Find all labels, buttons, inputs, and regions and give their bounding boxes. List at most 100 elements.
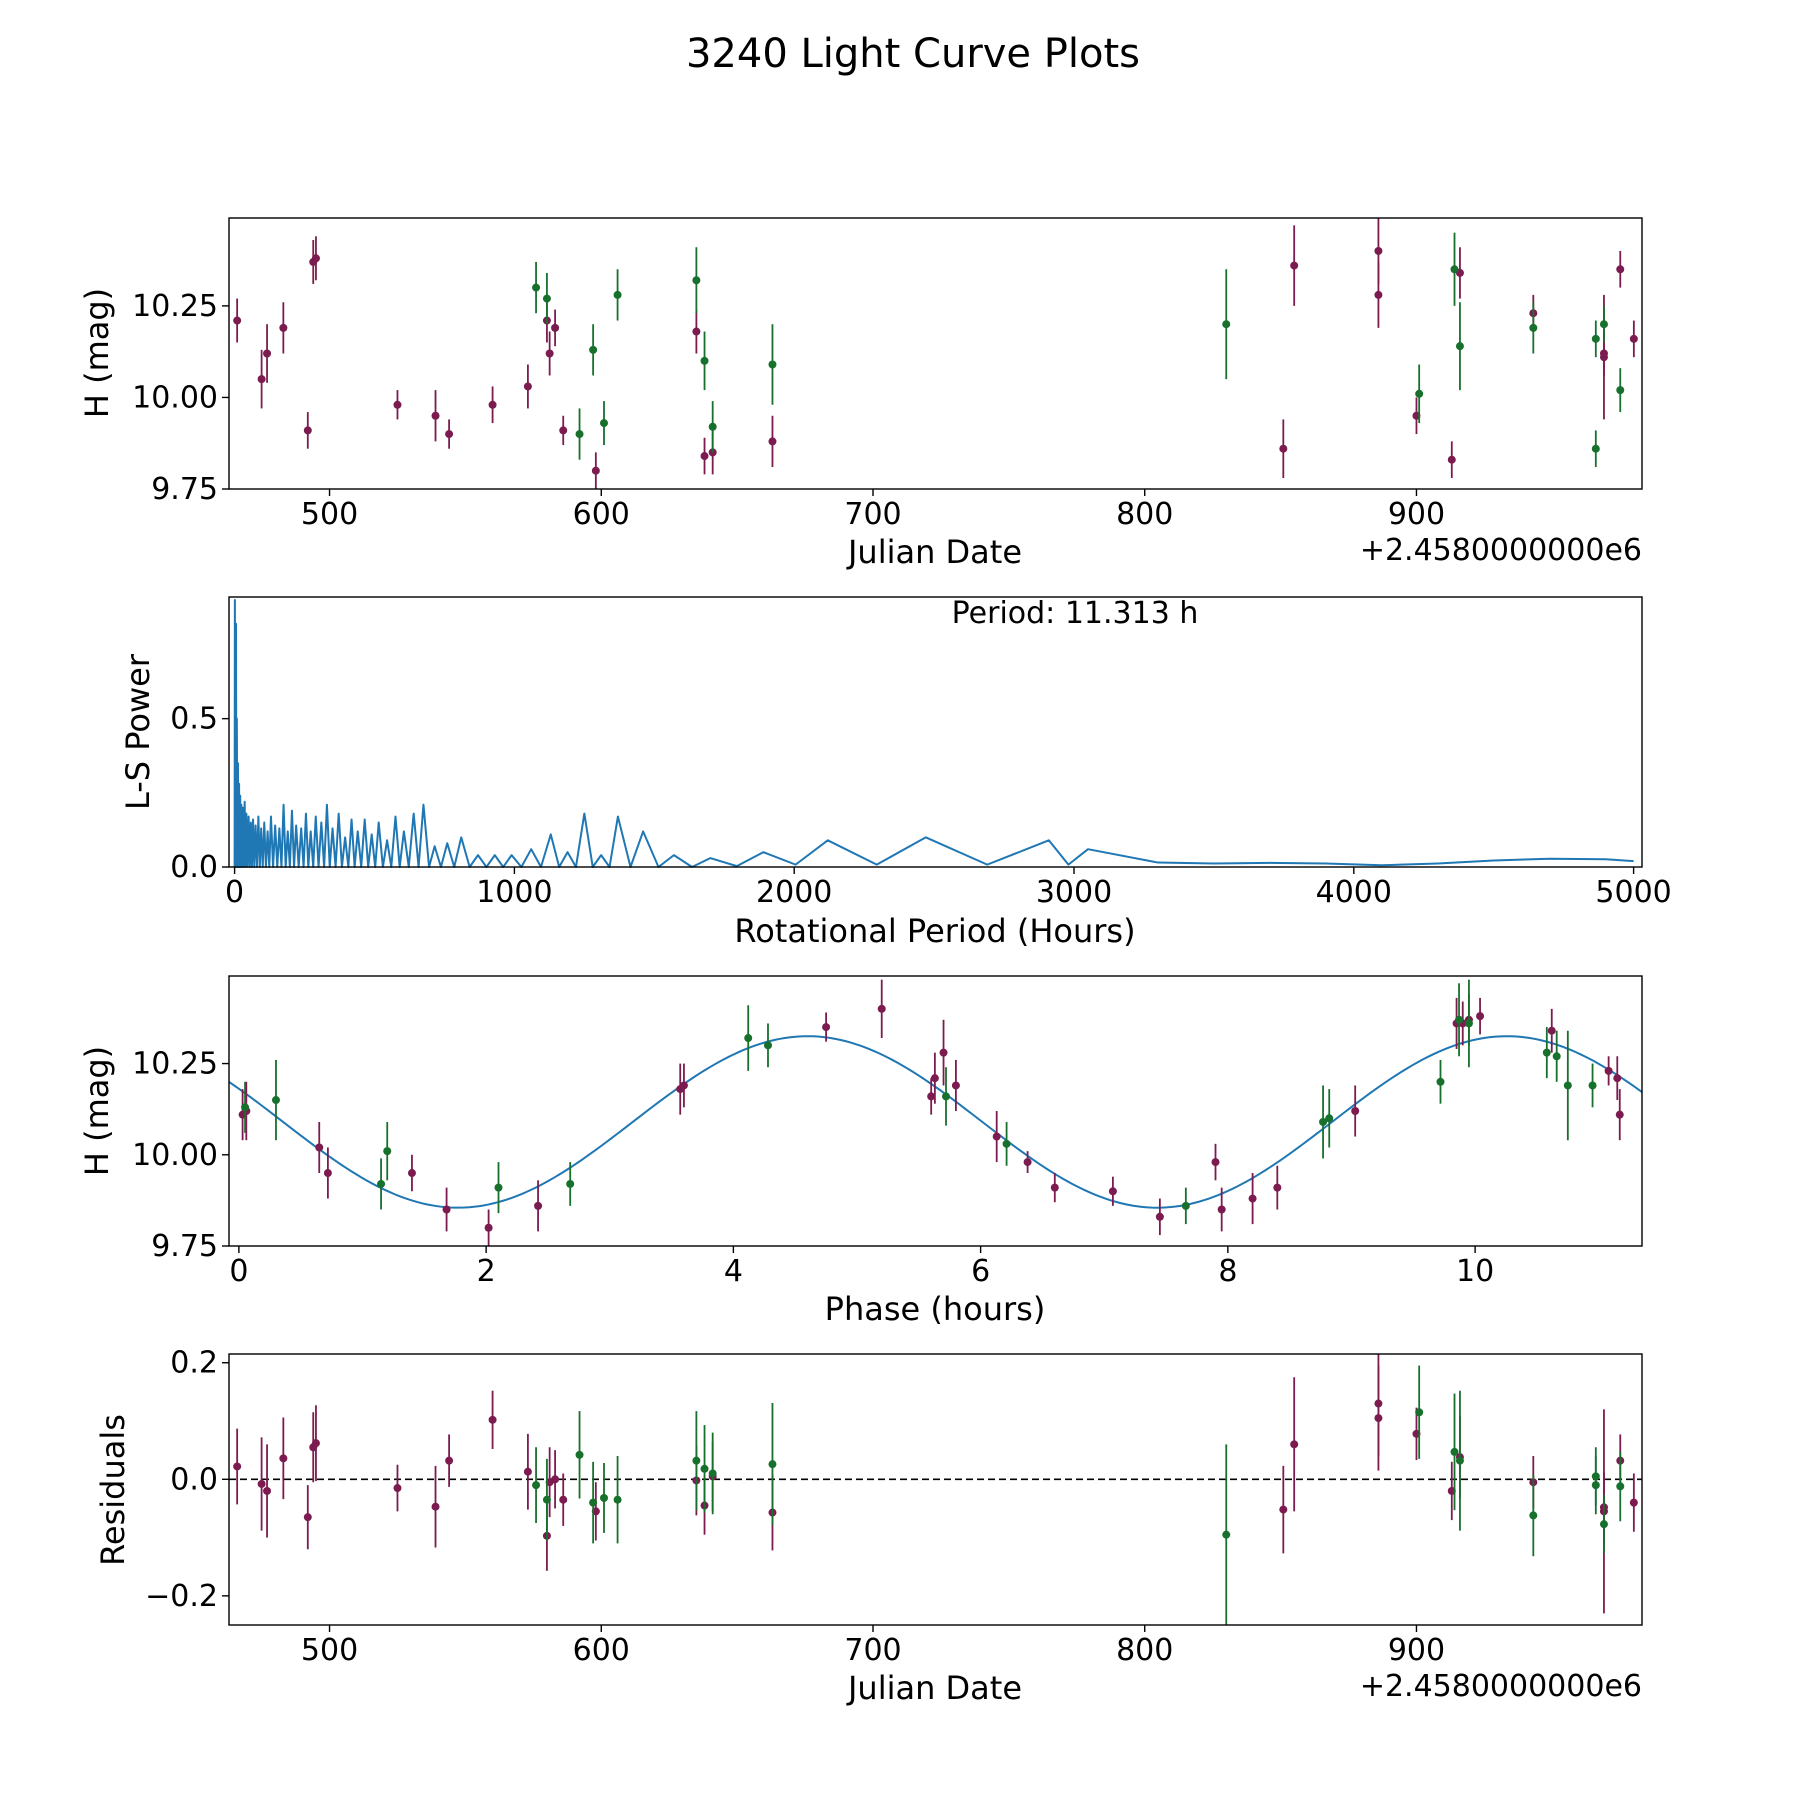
phased-maroon-point — [939, 1048, 948, 1057]
phased-maroon-point — [442, 1205, 451, 1214]
residuals-green-point — [575, 1450, 584, 1459]
lightcurve-green-point — [1591, 444, 1600, 453]
lightcurve-x-tick-label: 900 — [1388, 497, 1445, 532]
lightcurve-maroon-point — [768, 437, 777, 446]
lightcurve-maroon-point — [431, 411, 440, 420]
phased-maroon-point — [1023, 1158, 1032, 1167]
lightcurve-maroon-point — [257, 375, 266, 384]
lightcurve-y-tick-label: 9.75 — [151, 472, 218, 507]
residuals-maroon-point — [1374, 1414, 1383, 1423]
lightcurve-points — [233, 218, 1638, 489]
residuals-green-point — [700, 1464, 709, 1473]
phased-green-point — [1325, 1114, 1334, 1123]
phased-maroon-point — [1351, 1107, 1360, 1115]
residuals-y-tick-label: 0.2 — [170, 1346, 218, 1381]
residuals-x-tick-label: 500 — [301, 1633, 358, 1668]
residuals-x-label: Julian Date — [846, 1669, 1022, 1707]
phased-maroon-point — [992, 1132, 1001, 1141]
lightcurve-maroon-point — [303, 426, 312, 435]
residuals-maroon-point — [279, 1454, 288, 1463]
lightcurve-green-point — [575, 430, 584, 439]
lightcurve-green-point — [1415, 389, 1424, 398]
lightcurve-maroon-point — [1629, 334, 1638, 343]
phased-x-tick-label: 8 — [1218, 1254, 1237, 1289]
residuals-green-point — [1616, 1482, 1625, 1491]
residuals-x-tick-label: 900 — [1388, 1633, 1445, 1668]
phased-green-point — [1588, 1081, 1597, 1090]
lightcurve-green-point — [700, 356, 709, 365]
periodogram-x-tick-label: 1000 — [476, 875, 552, 910]
phased-maroon-point — [1248, 1194, 1257, 1203]
residuals-ticks: 500 600 700 800 900 −0.2 0.0 0.2 — [145, 1346, 1445, 1668]
residuals-maroon-point — [559, 1495, 568, 1504]
phased-green-point — [744, 1034, 753, 1043]
phased-green-point — [1563, 1081, 1572, 1090]
phased-green-point — [566, 1179, 575, 1188]
phased-x-label: Phase (hours) — [825, 1290, 1046, 1328]
residuals-green-point — [532, 1481, 541, 1490]
lightcurve-maroon-point — [1447, 455, 1456, 464]
periodogram-x-tick-label: 0 — [225, 875, 244, 910]
phased-green-point — [1455, 1015, 1464, 1024]
lightcurve-maroon-point — [591, 466, 600, 475]
residuals-maroon-point — [1279, 1505, 1288, 1514]
lightcurve-green-point — [692, 276, 701, 285]
periodogram-axes-frame — [228, 596, 1643, 868]
lightcurve-y-label: H (mag) — [78, 288, 116, 418]
lightcurve-axes-frame — [228, 217, 1643, 490]
phased-green-point — [1181, 1201, 1190, 1210]
lightcurve-green-point — [1450, 265, 1459, 274]
lightcurve-maroon-point — [523, 382, 532, 391]
periodogram-x-tick-label: 5000 — [1595, 875, 1671, 910]
residuals-maroon-point — [233, 1462, 242, 1471]
residuals-maroon-point — [1629, 1498, 1638, 1507]
lightcurve-x-tick-label: 500 — [301, 497, 358, 532]
phased-maroon-point — [1476, 1012, 1485, 1021]
phased-x-tick-label: 6 — [971, 1254, 990, 1289]
residuals-y-tick-label: 0.0 — [170, 1462, 218, 1497]
lightcurve-green-point — [613, 290, 622, 299]
lightcurve-x-tick-label: 800 — [1116, 497, 1173, 532]
residuals-green-point — [613, 1495, 622, 1504]
phased-green-point — [1002, 1139, 1011, 1148]
phased-maroon-point — [1547, 1026, 1556, 1035]
lightcurve-maroon-point — [559, 426, 568, 435]
phased-maroon-point — [1273, 1183, 1282, 1192]
lightcurve-green-point — [1591, 334, 1600, 343]
phased-maroon-point — [822, 1023, 831, 1032]
lightcurve-maroon-point — [1374, 246, 1383, 255]
residuals-green-point — [1222, 1530, 1231, 1539]
periodogram-line — [233, 598, 1634, 868]
lightcurve-green-point — [532, 283, 541, 292]
phased-maroon-point — [1211, 1158, 1220, 1167]
phased-green-point — [377, 1179, 386, 1188]
residuals-green-point — [1591, 1481, 1600, 1490]
phased-maroon-point — [1108, 1187, 1117, 1196]
residuals-x-tick-label: 700 — [844, 1633, 901, 1668]
residuals-maroon-point — [431, 1502, 440, 1511]
phased-green-point — [942, 1092, 951, 1101]
periodogram-y-tick-label: 0.0 — [170, 850, 218, 885]
lightcurve-maroon-point — [445, 430, 454, 439]
periodogram-x-tick-label: 4000 — [1316, 875, 1392, 910]
lightcurve-y-tick-label: 10.00 — [132, 380, 218, 415]
residuals-green-point — [589, 1498, 598, 1507]
residuals-y-label: Residuals — [94, 1414, 132, 1566]
phased-x-tick-label: 0 — [229, 1254, 248, 1289]
lightcurve-green-point — [1455, 342, 1464, 351]
phased-maroon-point — [484, 1223, 493, 1232]
lightcurve-green-point — [1222, 320, 1231, 329]
phased-green-point — [1436, 1077, 1445, 1086]
residuals-green-point — [599, 1493, 608, 1502]
phased-maroon-point — [679, 1081, 688, 1090]
residuals-green-point — [1529, 1511, 1538, 1520]
periodogram-curve — [233, 598, 1634, 868]
periodogram-y-label: L-S Power — [119, 653, 157, 810]
phased-maroon-point — [1217, 1205, 1226, 1214]
lightcurve-maroon-point — [233, 316, 242, 325]
lightcurve-maroon-point — [279, 323, 288, 332]
phased-ticks: 0 2 4 6 8 10 9.75 10.00 10.25 — [132, 1047, 1494, 1289]
phased-green-point — [1319, 1117, 1328, 1126]
lightcurve-x-tick-label: 700 — [844, 497, 901, 532]
residuals-maroon-point — [445, 1456, 454, 1465]
